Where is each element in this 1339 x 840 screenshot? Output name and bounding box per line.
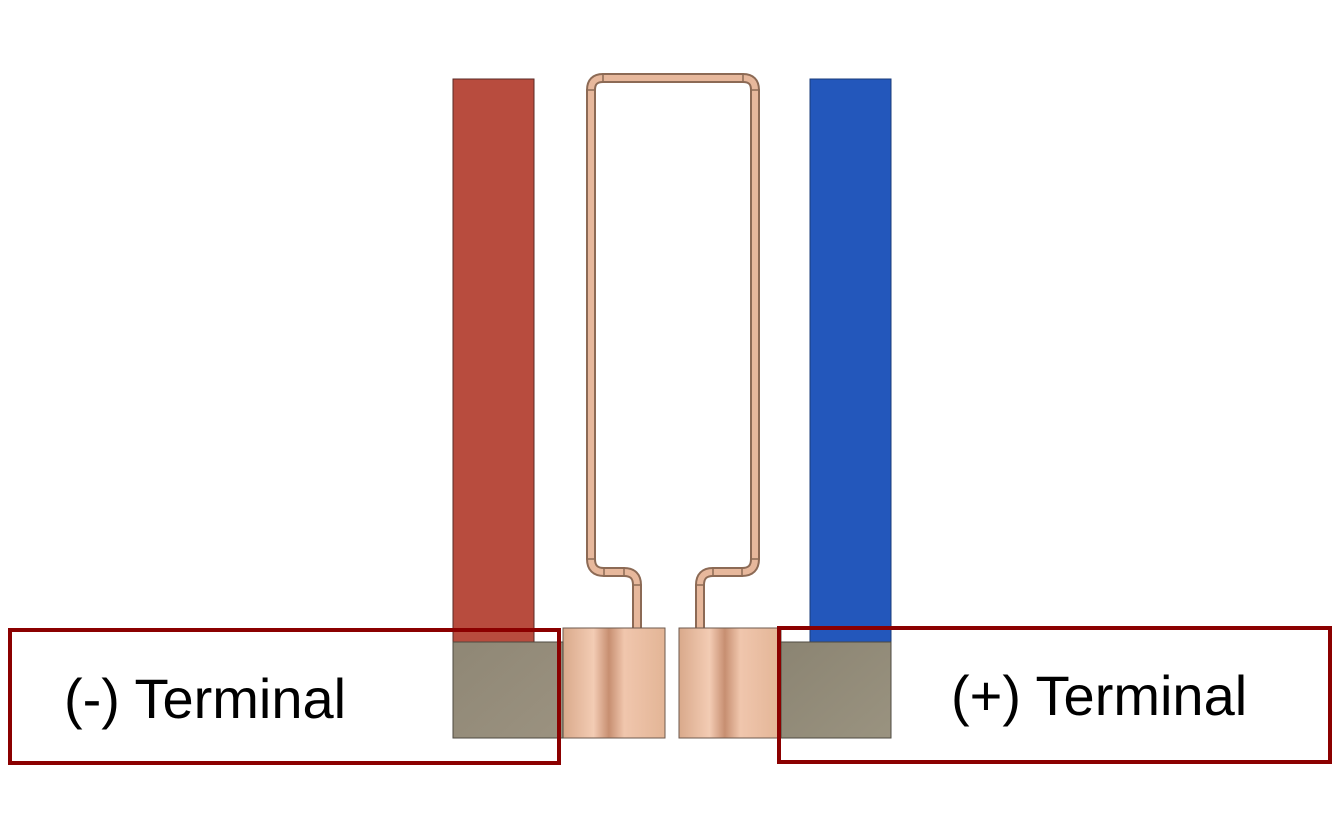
- positive-terminal-block: [780, 641, 892, 739]
- copper-wire-loop: [586, 73, 760, 630]
- positive-terminal-label: (+) Terminal: [951, 664, 1248, 727]
- positive-electrode-bar: [809, 78, 892, 643]
- positive-copper-tab: [678, 627, 782, 739]
- negative-terminal-block: [452, 641, 564, 739]
- negative-terminal-callout: [8, 628, 561, 765]
- negative-copper-tab: [562, 627, 666, 739]
- negative-electrode-bar: [452, 78, 535, 643]
- positive-terminal-callout: [777, 626, 1332, 764]
- negative-terminal-label: (-) Terminal: [64, 667, 347, 730]
